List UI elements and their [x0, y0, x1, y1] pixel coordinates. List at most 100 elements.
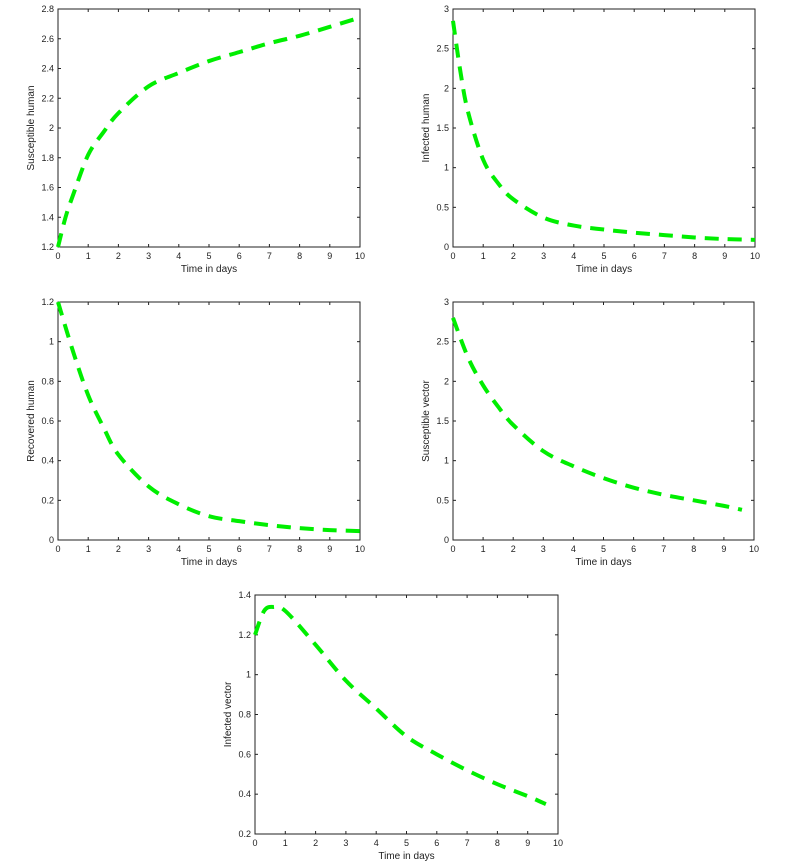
y-tick-label: 1.2	[41, 242, 54, 252]
x-tick-label: 9	[721, 544, 726, 554]
x-tick-label: 2	[116, 544, 121, 554]
y-axis-label: Recovered human	[26, 380, 37, 462]
subplot-3: 0 1 2 3 4 5 6 7 8 9 10 0 0.2 0.4 0.6 0.8 1 1.2 Time in day…	[26, 297, 365, 568]
data-series-line	[451, 317, 743, 512]
x-tick-label: 8	[495, 838, 500, 848]
x-tick-label: 9	[327, 251, 332, 261]
x-tick-label: 2	[511, 544, 516, 554]
x-tick-label: 3	[146, 251, 151, 261]
x-axis-label: Time in days	[181, 264, 237, 275]
x-tick-label: 1	[481, 544, 486, 554]
x-tick-label: 1	[86, 251, 91, 261]
x-tick-label: 0	[252, 838, 257, 848]
x-tick-label: 1	[481, 251, 486, 261]
data-series-line	[253, 604, 547, 806]
y-tick-label: 0.4	[238, 789, 251, 799]
x-tick-label: 8	[297, 544, 302, 554]
y-tick-label: 2	[444, 83, 449, 93]
y-tick-label: 3	[444, 297, 449, 307]
x-axis-label: Time in days	[575, 557, 631, 568]
y-tick-label: 1.2	[41, 297, 54, 307]
subplot-1: 0 1 2 3 4 5 6 7 8 9 10 1.2 1.4 1.6 1.8 2 2.2 2.4 2.6 2.8 Tim…	[26, 4, 365, 275]
y-tick-label: 0.5	[436, 202, 449, 212]
y-tick-label: 2.2	[41, 93, 54, 103]
x-axis-label: Time in days	[576, 264, 632, 275]
y-tick-label: 2.5	[436, 44, 449, 54]
x-tick-label: 0	[450, 251, 455, 261]
plot-frame	[57, 301, 361, 541]
x-tick-label: 4	[571, 251, 576, 261]
x-tick-label: 6	[237, 251, 242, 261]
x-tick-label: 0	[450, 544, 455, 554]
x-tick-label: 10	[553, 838, 563, 848]
x-tick-label: 8	[691, 544, 696, 554]
x-tick-label: 0	[55, 544, 60, 554]
x-tick-label: 3	[343, 838, 348, 848]
y-tick-label: 1	[444, 163, 449, 173]
x-tick-label: 10	[355, 544, 365, 554]
x-tick-label: 2	[116, 251, 121, 261]
x-tick-label: 5	[601, 544, 606, 554]
x-axis-label: Time in days	[378, 851, 434, 862]
plot-frame	[452, 8, 756, 248]
y-tick-label: 1.8	[41, 153, 54, 163]
x-tick-label: 6	[434, 838, 439, 848]
plot-frame	[57, 8, 361, 248]
x-tick-label: 4	[176, 544, 181, 554]
x-tick-label: 3	[146, 544, 151, 554]
y-axis-label: Susceptible vector	[421, 379, 432, 461]
y-tick-label: 0.8	[41, 376, 54, 386]
x-tick-label: 3	[541, 251, 546, 261]
x-tick-label: 1	[283, 838, 288, 848]
y-tick-label: 0.6	[41, 416, 54, 426]
x-tick-label: 6	[237, 544, 242, 554]
x-tick-label: 5	[601, 251, 606, 261]
y-tick-label: 2	[444, 376, 449, 386]
y-tick-label: 2.4	[41, 64, 54, 74]
plot-frame	[254, 594, 559, 835]
y-tick-label: 1	[444, 456, 449, 466]
x-tick-label: 2	[511, 251, 516, 261]
x-tick-label: 10	[355, 251, 365, 261]
y-tick-label: 1	[246, 670, 251, 680]
y-tick-label: 0.4	[41, 456, 54, 466]
y-tick-label: 2.5	[436, 337, 449, 347]
y-tick-label: 0.2	[41, 495, 54, 505]
x-tick-label: 3	[541, 544, 546, 554]
y-tick-label: 0	[444, 242, 449, 252]
plot-frame	[452, 301, 755, 541]
x-tick-label: 7	[267, 544, 272, 554]
y-tick-label: 0.6	[238, 749, 251, 759]
subplot-4: 0 1 2 3 4 5 6 7 8 9 10 0 0.5 1 1.5 2 2.5 3 Time in days Sus…	[421, 297, 759, 568]
x-tick-label: 2	[313, 838, 318, 848]
x-tick-label: 10	[749, 544, 759, 554]
y-tick-label: 1.6	[41, 183, 54, 193]
y-tick-label: 1.2	[238, 630, 251, 640]
x-tick-label: 8	[297, 251, 302, 261]
y-tick-label: 0	[444, 535, 449, 545]
x-tick-label: 5	[404, 838, 409, 848]
x-tick-label: 7	[267, 251, 272, 261]
x-tick-label: 10	[750, 251, 760, 261]
y-tick-label: 1.5	[436, 123, 449, 133]
x-tick-label: 7	[662, 251, 667, 261]
y-tick-label: 0.2	[238, 829, 251, 839]
y-axis-label: Infected human	[421, 94, 432, 163]
y-tick-label: 2.8	[41, 4, 54, 14]
x-tick-label: 1	[86, 544, 91, 554]
y-axis-label: Infected vector	[223, 681, 234, 747]
x-tick-label: 9	[327, 544, 332, 554]
y-tick-label: 3	[444, 4, 449, 14]
x-tick-label: 9	[722, 251, 727, 261]
x-tick-label: 4	[176, 251, 181, 261]
x-tick-label: 7	[661, 544, 666, 554]
x-tick-label: 4	[374, 838, 379, 848]
y-tick-label: 1.4	[41, 212, 54, 222]
y-tick-label: 0.8	[238, 710, 251, 720]
subplot-5: 0 1 2 3 4 5 6 7 8 9 10 0.2 0.4 0.6 0.8 1 1.2 1.4 Time in d…	[223, 590, 563, 862]
x-tick-label: 8	[692, 251, 697, 261]
data-series-line	[451, 20, 756, 242]
y-tick-label: 1.4	[238, 590, 251, 600]
y-tick-label: 0	[49, 535, 54, 545]
